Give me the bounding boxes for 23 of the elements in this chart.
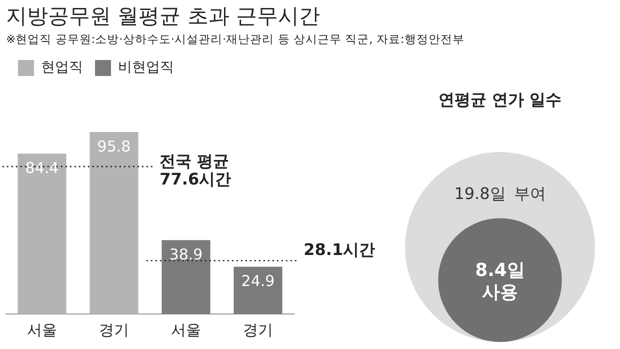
x-tick-label: 서울 <box>27 320 57 339</box>
x-tick-label: 서울 <box>171 320 201 339</box>
chart-title: 지방공무원 월평균 초과 근무시간 <box>6 3 320 30</box>
data-label: 95.8 <box>97 137 131 156</box>
chart-subtitle: ※현업직 공무원:소방·상하수도·시설관리·재난관리 등 상시근무 직군, 자료:행정안전부 <box>6 32 464 47</box>
legend-label: 현업직 <box>41 60 83 76</box>
x-tick-label: 경기 <box>243 320 273 339</box>
text: 연평균 연가 일수 <box>437 90 563 111</box>
category-label: 부여 <box>514 184 546 203</box>
category-label: 사용 <box>482 282 518 303</box>
bar <box>234 266 282 314</box>
data-label: 19.8일 <box>454 184 506 203</box>
bar <box>18 154 66 314</box>
data-label: 84.4 <box>25 159 59 178</box>
data-label: 24.9 <box>241 272 275 290</box>
ref-line-label: 전국 평균 77.6시간 <box>160 152 232 189</box>
data-label: 8.4일 <box>475 260 525 281</box>
x-tick-label: 경기 <box>99 320 129 339</box>
data-label: 38.9 <box>169 245 203 264</box>
ref-line-label: 28.1시간 <box>304 240 376 259</box>
bar <box>90 132 138 314</box>
legend-label: 비현업직 <box>118 60 174 76</box>
bar <box>162 240 210 314</box>
